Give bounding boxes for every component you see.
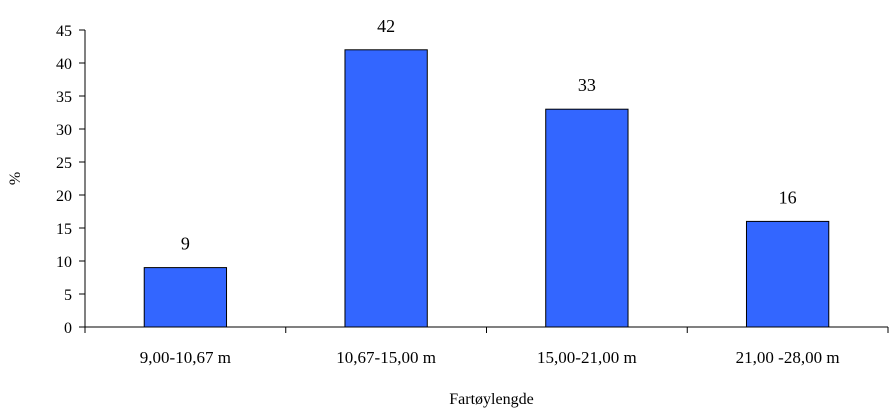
- x-category-label: 15,00-21,00 m: [537, 348, 637, 367]
- data-labels: 9 42 33 16: [181, 16, 797, 254]
- x-axis-title: Fartøylengde: [449, 391, 533, 408]
- bar: [344, 49, 428, 328]
- bar-data-label: 42: [377, 16, 395, 36]
- y-axis: 0 5 10 15 20 25 30 35 40 45: [56, 23, 86, 337]
- x-category-label: 10,67-15,00 m: [336, 348, 436, 367]
- bar-data-label: 16: [779, 187, 797, 207]
- bar: [545, 108, 629, 328]
- y-tick-label: 15: [56, 221, 72, 238]
- bars: [143, 49, 830, 328]
- y-tick-label: 5: [64, 287, 72, 304]
- bar-data-label: 33: [578, 75, 596, 95]
- y-tick-label: 25: [56, 155, 72, 172]
- y-tick-label: 40: [56, 56, 72, 73]
- y-tick-label: 30: [56, 122, 72, 139]
- y-tick-label: 20: [56, 188, 72, 205]
- y-tick-label: 10: [56, 254, 72, 271]
- x-axis: 9,00-10,67 m 10,67-15,00 m 15,00-21,00 m 21…: [84, 326, 889, 367]
- y-tick-label: 35: [56, 89, 72, 106]
- bar: [745, 220, 830, 328]
- y-tick-label: 0: [64, 320, 72, 337]
- y-axis-title: %: [7, 172, 24, 185]
- bar: [143, 267, 228, 328]
- x-category-label: 21,00 -28,00 m: [736, 348, 840, 367]
- bar-data-label: 9: [181, 234, 190, 254]
- x-category-label: 9,00-10,67 m: [140, 348, 231, 367]
- y-tick-label: 45: [56, 23, 72, 40]
